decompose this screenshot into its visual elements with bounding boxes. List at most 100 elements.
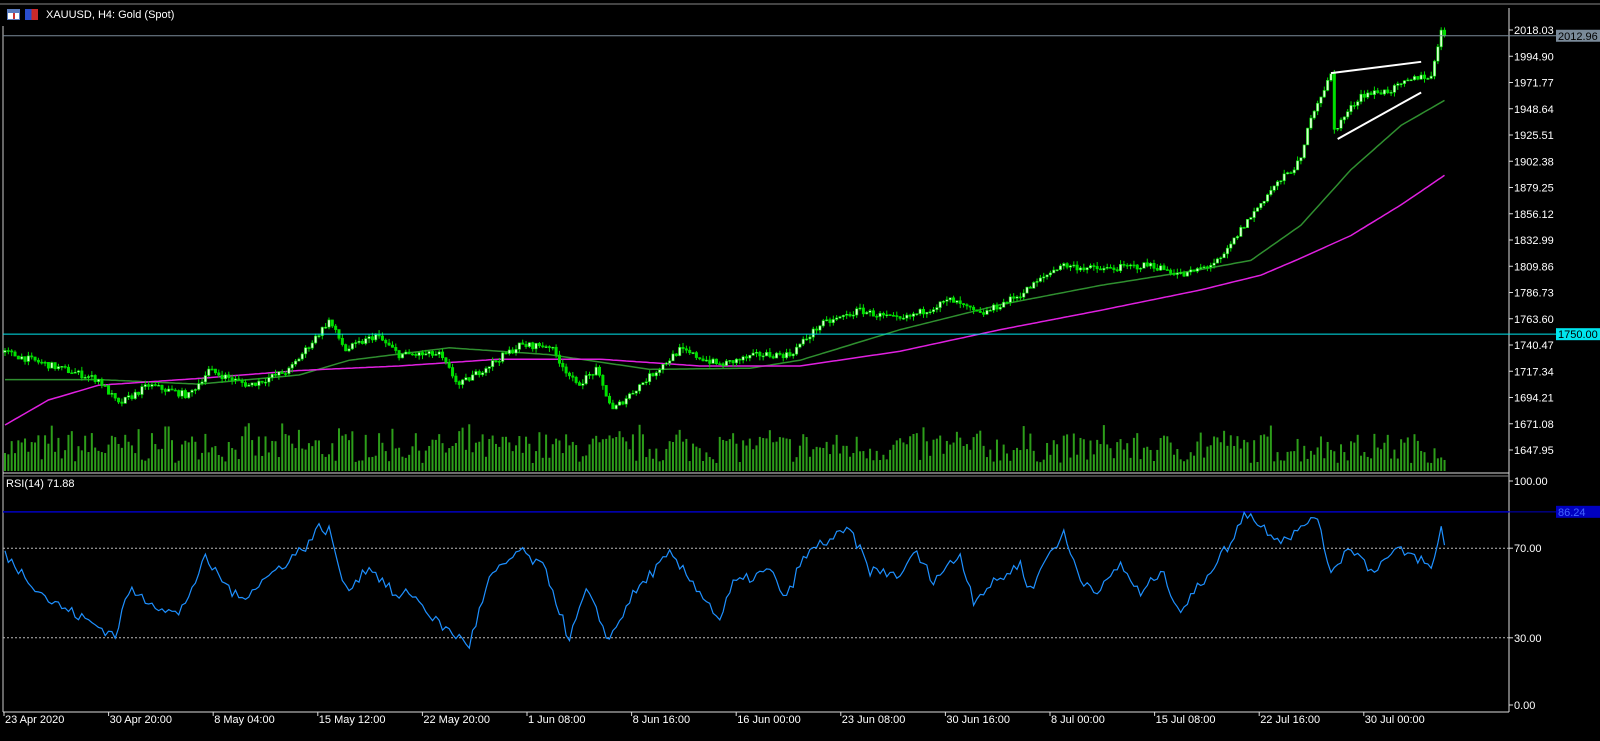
bull-candle [741, 356, 745, 361]
bear-candle [280, 371, 284, 374]
bull-candle [818, 325, 822, 331]
bull-candle [1062, 263, 1066, 267]
bull-candle [1035, 281, 1039, 283]
bull-candle [1326, 80, 1330, 91]
bear-candle [1099, 268, 1103, 271]
bear-candle [40, 361, 44, 364]
bull-candle [1252, 211, 1256, 218]
bull-candle [671, 353, 675, 362]
bull-candle [798, 343, 802, 348]
bull-candle [805, 338, 809, 341]
time-tick-label: 30 Apr 20:00 [110, 714, 172, 726]
bull-candle [1102, 268, 1106, 271]
bear-candle [1182, 272, 1186, 277]
bear-candle [881, 313, 885, 316]
bull-candle [76, 370, 80, 373]
bear-candle [541, 345, 545, 348]
bull-candle [878, 313, 882, 317]
bear-candle [107, 385, 111, 395]
bear-candle [1289, 172, 1293, 174]
bear-candle [1092, 265, 1096, 267]
bull-candle [801, 338, 805, 345]
bull-candle [1055, 269, 1059, 271]
time-tick-label: 30 Jul 00:00 [1365, 714, 1425, 726]
bull-candle [26, 355, 30, 362]
bull-candle [638, 384, 642, 392]
bull-candle [1175, 272, 1179, 275]
bull-candle [133, 391, 137, 399]
bull-candle [791, 353, 795, 357]
bear-candle [898, 316, 902, 319]
bear-candle [1416, 76, 1420, 80]
bear-candle [521, 342, 525, 345]
bull-candle [1015, 296, 1019, 299]
bear-candle [908, 314, 912, 317]
bear-candle [738, 358, 742, 361]
bull-candle [3, 350, 7, 353]
bear-candle [888, 314, 892, 317]
bull-candle [1002, 301, 1006, 308]
bear-candle [1152, 262, 1156, 269]
bull-candle [1262, 200, 1266, 204]
bear-candle [962, 303, 966, 305]
bull-candle [754, 352, 758, 354]
volume-bars [4, 423, 1446, 471]
trendline [1330, 60, 1422, 75]
bear-candle [714, 358, 718, 365]
bull-candle [628, 393, 632, 399]
bull-candle [461, 379, 465, 385]
bear-candle [384, 339, 388, 344]
bull-candle [1008, 296, 1012, 303]
bull-candle [1048, 272, 1052, 276]
bear-candle [758, 352, 762, 357]
bull-candle [1302, 144, 1306, 159]
bear-candle [995, 304, 999, 310]
bear-candle [117, 397, 121, 403]
bear-candle [848, 314, 852, 317]
bear-candle [420, 352, 424, 356]
bull-candle [584, 375, 588, 384]
bull-candle [270, 373, 274, 378]
bear-candle [598, 366, 602, 376]
level-price-tag: 1750.00 [1558, 329, 1598, 341]
bear-candle [13, 351, 17, 357]
time-tick-label: 30 Jun 16:00 [946, 714, 1010, 726]
bull-candle [300, 353, 304, 360]
bull-candle [347, 348, 351, 352]
bull-candle [1052, 269, 1056, 274]
bull-candle [257, 380, 261, 386]
bear-candle [1192, 269, 1196, 272]
bull-candle [661, 364, 665, 370]
bull-candle [641, 382, 645, 385]
bear-candle [120, 401, 124, 404]
bear-candle [965, 304, 969, 307]
bear-candle [240, 379, 244, 383]
bear-candle [1165, 269, 1169, 271]
bear-candle [788, 352, 792, 357]
bull-candle [1342, 116, 1346, 121]
bull-candle [915, 313, 919, 315]
bull-candle [1232, 237, 1236, 245]
bull-candle [110, 393, 114, 395]
bull-candle [728, 360, 732, 362]
bear-candle [591, 374, 595, 376]
rsi-pane [3, 510, 1509, 650]
bear-candle [1242, 227, 1246, 229]
bull-candle [614, 404, 618, 410]
price-tick-label: 1763.60 [1514, 314, 1554, 326]
moving-average-fast [5, 99, 1445, 385]
bear-candle [1362, 93, 1366, 98]
rsi-tick-label: 70.00 [1514, 543, 1542, 555]
bull-candle [1429, 75, 1433, 79]
bull-candle [587, 374, 591, 376]
bull-candle [1195, 268, 1199, 272]
bull-candle [821, 320, 825, 327]
bear-candle [103, 385, 107, 387]
bear-candle [163, 389, 167, 392]
bear-candle [33, 356, 37, 361]
bull-candle [1022, 292, 1026, 298]
bear-candle [394, 347, 398, 351]
bull-candle [1119, 264, 1123, 272]
bear-candle [601, 374, 605, 386]
